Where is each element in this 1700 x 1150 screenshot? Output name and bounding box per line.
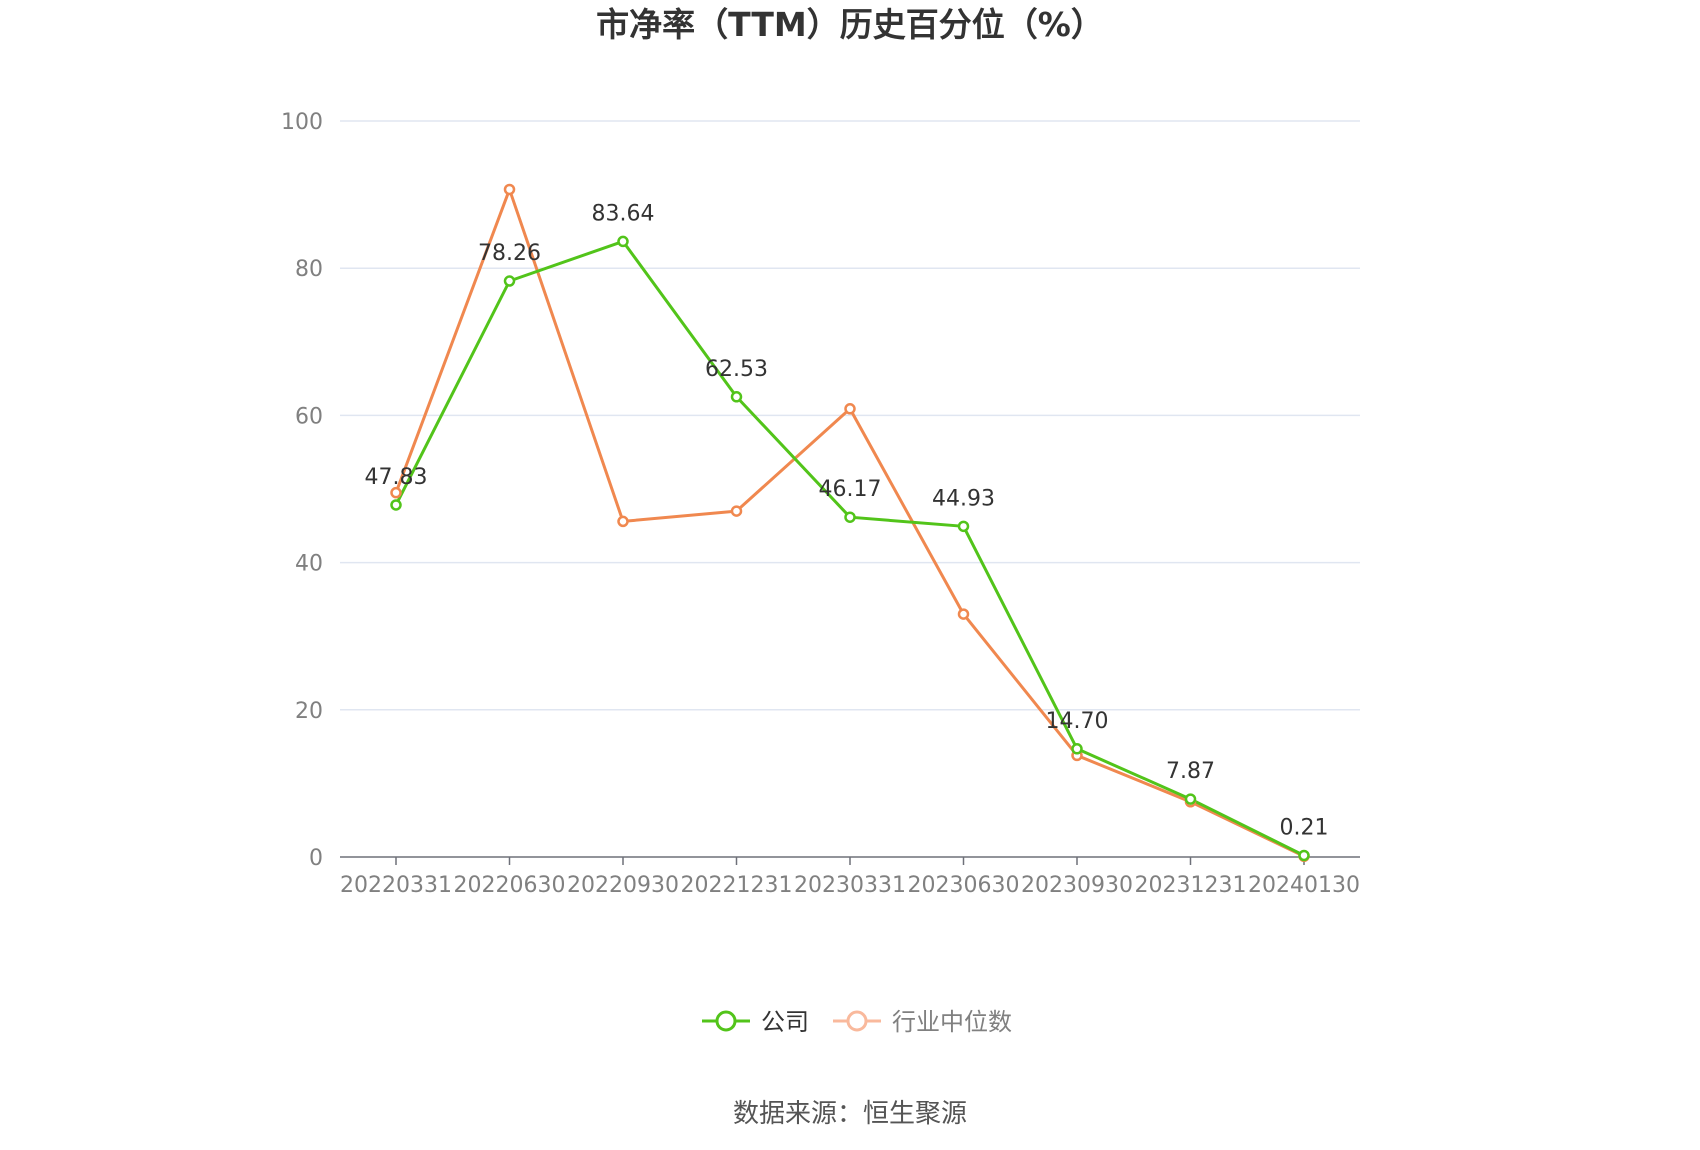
point-s1-20230630 [957,608,970,620]
series-group [390,183,1310,863]
legend-swatch-marker-0 [715,1010,737,1032]
y-tick-label-100: 100 [281,110,323,135]
point-s0-20230331 [844,511,856,523]
x-tick-label-20230930: 20230930 [1021,873,1133,898]
legend-swatch-marker-1 [846,1010,868,1032]
y-tick-label-0: 0 [309,846,323,871]
point-s0-20220930 [617,235,629,248]
x-tick-label-20230630: 20230630 [908,873,1020,898]
point-s0-20230630 [957,520,970,533]
data-label-20221231: 62.53 [705,357,768,382]
x-tick-label-20231231: 20231231 [1135,873,1247,898]
point-s1-20221231 [730,505,743,517]
grid [340,120,1360,711]
x-axis: 20220331 20220630 20220930 20221231 20230331… [340,856,1360,898]
data-label-20240130: 0.21 [1280,815,1329,840]
x-tick-label-20221231: 20221231 [681,873,793,898]
data-label-20230630: 44.93 [932,486,995,511]
y-tick-label-60: 60 [295,404,323,429]
legend-item-1: 行业中位数 [833,1008,1012,1036]
point-s1-20220331 [390,486,402,499]
point-s0-20230930 [1071,743,1083,755]
legend: 公司 行业中位数 [702,1008,1012,1036]
data-label-20220331: 47.83 [365,465,428,490]
legend-item-0: 公司 [702,1008,809,1036]
x-tick-label-20240130: 20240130 [1248,873,1360,898]
source-note: 数据来源：恒生聚源 [733,1099,967,1129]
x-tick-label-20220630: 20220630 [454,873,566,898]
y-axis: 0 20 40 60 80 100 [281,110,323,871]
x-tick-label-20220331: 20220331 [340,873,452,898]
data-labels: 47.83 78.26 83.64 62.53 46.17 44.93 14.70 7.87 0… [365,201,1329,840]
point-s1-20220930 [617,515,629,528]
legend-label-0: 公司 [761,1008,809,1036]
point-s0-20220331 [390,499,402,511]
point-s0-20220630 [503,275,516,287]
data-label-20231231: 7.87 [1166,759,1215,784]
chart-title: 市净率（TTM）历史百分位（%） [596,5,1104,44]
x-tick-label-20220930: 20220930 [567,873,679,898]
y-tick-label-40: 40 [295,552,323,577]
y-tick-label-20: 20 [295,699,323,724]
point-s0-20221231 [730,391,743,403]
data-label-20230930: 14.70 [1046,709,1109,734]
legend-label-1: 行业中位数 [892,1008,1012,1036]
point-s1-20230331 [844,403,856,415]
point-s0-20231231 [1184,793,1197,805]
data-label-20230331: 46.17 [819,477,882,502]
point-s0-20240130 [1298,849,1310,862]
point-s1-20220630 [503,183,516,196]
data-label-20220630: 78.26 [478,241,541,266]
y-tick-label-80: 80 [295,257,323,282]
x-tick-label-20230331: 20230331 [794,873,906,898]
data-label-20220930: 83.64 [592,201,655,226]
